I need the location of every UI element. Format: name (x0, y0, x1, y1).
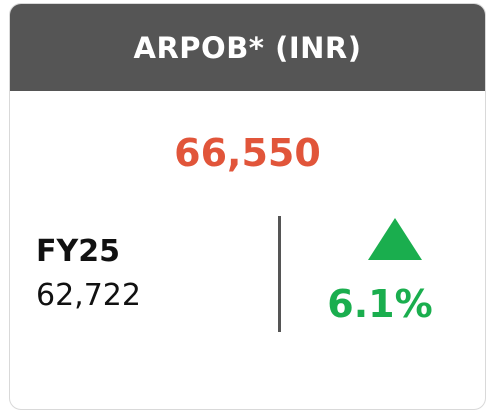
up-arrow (368, 218, 422, 260)
main-value: 66,550 (174, 131, 321, 175)
card: ARPOB* (INR) 66,550 FY25 62,722 6.1% (9, 3, 486, 410)
comparison-value: 62,722 (36, 278, 141, 313)
divider (278, 216, 281, 332)
change-value: 6.1% (327, 282, 433, 326)
header-title: ARPOB* (INR) (10, 4, 485, 91)
comparison-label: FY25 (36, 234, 120, 269)
